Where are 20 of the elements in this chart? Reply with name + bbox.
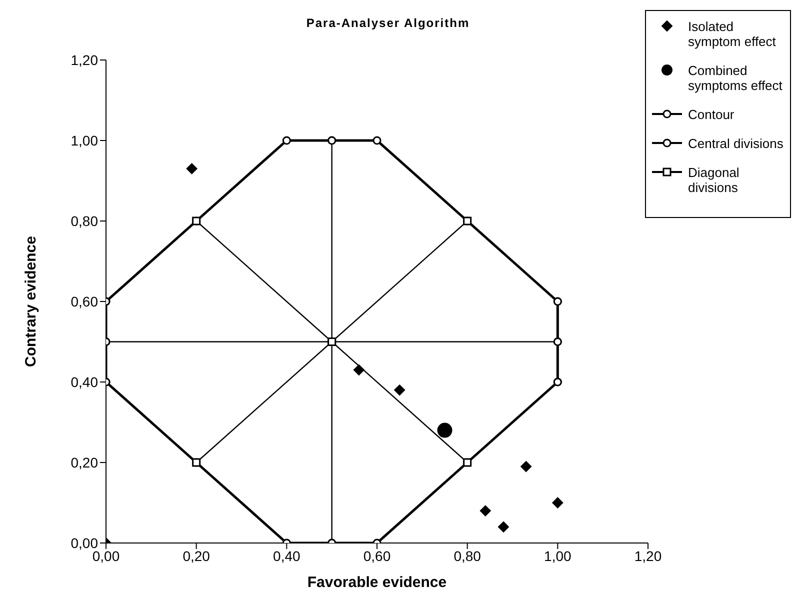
x-tick-label: 1,20 (634, 548, 662, 564)
y-tick-label: 1,20 (70, 52, 98, 68)
y-tick-label: 1,00 (70, 132, 98, 148)
x-axis-title: Favorable evidence (307, 574, 447, 591)
x-tick-label: 0,40 (273, 548, 301, 564)
y-tick-label: 0,20 (70, 454, 98, 470)
x-tick-label: 0,80 (454, 548, 482, 564)
legend-label: Central divisions (688, 136, 784, 151)
chart-title: Para-Analyser Algorithm (305, 16, 471, 30)
legend-label: Isolated symptom effect (688, 19, 777, 49)
y-tick-label: 0,60 (70, 293, 98, 310)
x-tick-label: 0,20 (182, 548, 210, 564)
x-tick-label: 1,00 (544, 548, 572, 564)
legend-label: Diagonal divisions (688, 165, 740, 195)
legend-label: Combined symptoms effect (688, 63, 784, 93)
x-tick-label: 0,60 (363, 548, 391, 564)
y-tick-label: 0,40 (70, 374, 98, 390)
y-axis-title: Contrary evidence (22, 236, 40, 367)
legend-label: Contour (688, 107, 734, 122)
y-tick-label: 0,80 (70, 212, 98, 229)
